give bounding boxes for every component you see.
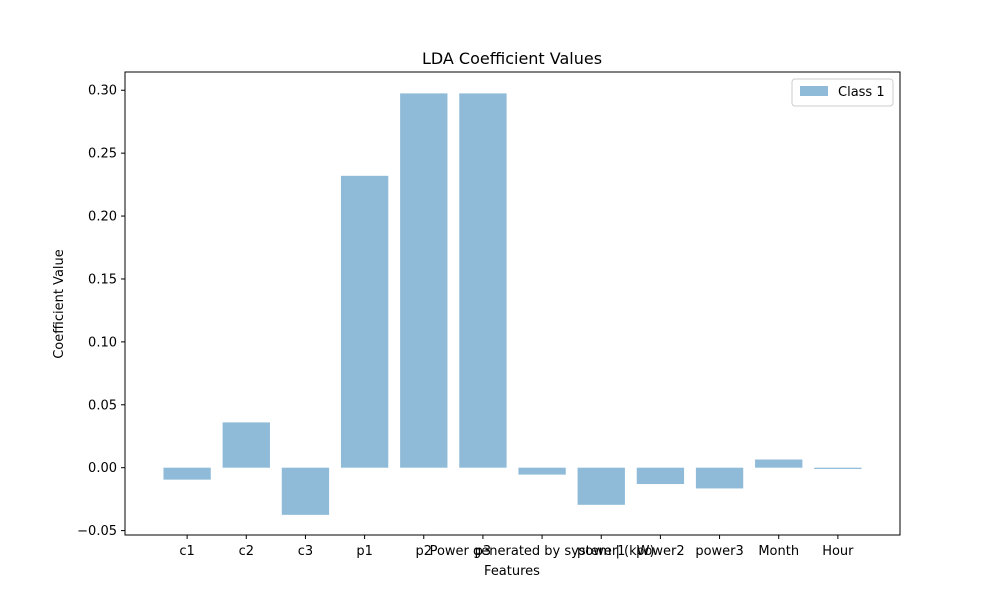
- y-tick-label: 0.15: [88, 272, 117, 287]
- y-tick-label: 0.20: [88, 210, 117, 225]
- legend-swatch: [800, 86, 828, 96]
- y-tick-label: 0.05: [88, 398, 117, 413]
- bar-month: [755, 459, 803, 468]
- y-tick-label: 0.25: [88, 147, 117, 162]
- x-tick-label: power3: [695, 544, 743, 559]
- x-tick-label: c3: [298, 544, 313, 559]
- x-tick-label: Power generated by system | (kW): [430, 544, 655, 559]
- plot-frame: [124, 71, 901, 536]
- x-tick-label: c2: [239, 544, 254, 559]
- y-tick-label: 0.00: [88, 461, 117, 476]
- y-tick-label: 0.10: [88, 335, 117, 350]
- x-axis-label: Features: [484, 564, 540, 579]
- bar-c1: [163, 467, 211, 480]
- bar-power2: [636, 467, 685, 485]
- x-tick-label: p2: [415, 544, 432, 559]
- x-tick-label: c1: [179, 544, 194, 559]
- legend-label: Class 1: [838, 85, 885, 100]
- x-tick-label: power1: [577, 544, 625, 559]
- bar-power1: [577, 467, 625, 505]
- legend: Class 1: [791, 78, 894, 107]
- bars-layer: [163, 93, 862, 515]
- x-tick-label: Hour: [822, 544, 854, 559]
- bar-c3: [281, 467, 330, 515]
- chart-title: LDA Coefficient Values: [422, 49, 602, 68]
- bar-p2: [400, 93, 448, 468]
- y-tick-label: −0.05: [77, 524, 117, 539]
- axes-layer: −0.05 0.00 0.05 0.10 0.15 0.20 0.25 0.30 c1 c2 c3 p…: [77, 71, 901, 559]
- bar-power-generated-by-system-kw-: [518, 467, 566, 475]
- x-tick-label: Month: [758, 544, 799, 559]
- x-tick-label: power2: [636, 544, 684, 559]
- bar-hour: [814, 467, 862, 469]
- bar-c2: [222, 422, 270, 468]
- bar-p3: [459, 93, 507, 468]
- x-tick-label: p3: [475, 544, 492, 559]
- y-axis-label: Coefficient Value: [52, 249, 67, 359]
- y-tick-label: 0.30: [88, 84, 117, 99]
- x-tick-label: p1: [356, 544, 373, 559]
- legend-frame: [791, 78, 894, 107]
- bar-p1: [340, 175, 389, 468]
- bar-power3: [695, 467, 744, 489]
